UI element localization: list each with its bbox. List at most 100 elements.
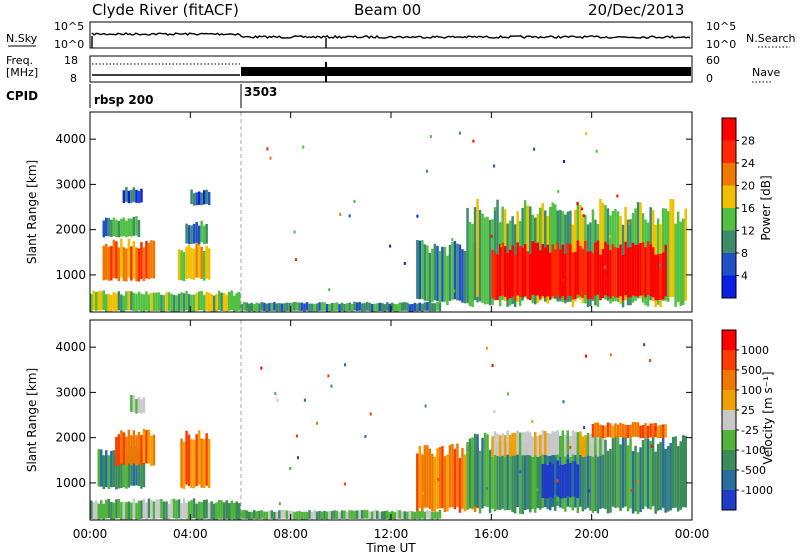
- heatmap-cell: [345, 511, 349, 520]
- heatmap-cell: [428, 448, 432, 509]
- heatmap-cell: [145, 430, 148, 464]
- heatmap-cell: [656, 443, 660, 511]
- heatmap-cell: [456, 443, 459, 507]
- heatmap-cell: [275, 511, 279, 520]
- heatmap-cell: [200, 502, 203, 520]
- heatmap-cell: [574, 431, 577, 456]
- heatmap-cell: [428, 303, 432, 312]
- heatmap-cell: [453, 240, 457, 300]
- heatmap-cell: [135, 503, 138, 520]
- heatmap-cell: [581, 436, 585, 458]
- heatmap-cell: [370, 303, 374, 312]
- heatmap-cell: [315, 303, 319, 312]
- nsky-tick-top: 10^5: [54, 20, 84, 33]
- heatmap-cell: [197, 225, 201, 245]
- heatmap-cell: [585, 132, 588, 136]
- heatmap-cell: [142, 498, 146, 519]
- heatmap-cell: [554, 431, 557, 456]
- heatmap-cell: [461, 249, 464, 303]
- heatmap-cell: [192, 193, 196, 206]
- heatmap-cell: [531, 439, 534, 510]
- heatmap-cell: [671, 199, 675, 298]
- heatmap-cell: [135, 399, 138, 414]
- heatmap-cell: [335, 510, 339, 519]
- heatmap-cell: [290, 511, 294, 520]
- heatmap-cell: [192, 248, 196, 280]
- colorbar-swatch: [722, 390, 736, 410]
- heatmap-cell: [559, 249, 562, 299]
- heatmap-cell: [266, 147, 269, 151]
- heatmap-cell: [621, 423, 625, 438]
- heatmap-cell: [235, 292, 238, 311]
- heatmap-cell: [207, 439, 211, 488]
- heatmap-cell: [125, 454, 128, 489]
- heatmap-cell: [296, 434, 298, 438]
- heatmap-cell: [411, 511, 414, 520]
- heatmap-cell: [601, 425, 605, 439]
- heatmap-cell: [180, 250, 183, 281]
- heatmap-cell: [458, 458, 462, 513]
- heatmap-cell: [122, 502, 126, 520]
- heatmap-cell: [135, 293, 138, 312]
- heatmap-cell: [268, 303, 271, 312]
- heatmap-cell: [343, 510, 346, 519]
- x-axis-label: Time UT: [365, 541, 416, 554]
- heatmap-cell: [185, 246, 188, 279]
- heatmap-cell: [92, 290, 95, 311]
- heatmap-cell: [551, 464, 554, 499]
- heatmap-cell: [122, 190, 126, 203]
- heatmap-cell: [641, 425, 645, 438]
- heatmap-cell: [278, 510, 281, 519]
- heatmap-cell: [422, 492, 425, 495]
- heatmap-cell: [376, 510, 379, 519]
- heatmap-cell: [253, 304, 256, 312]
- heatmap-cell: [243, 301, 246, 311]
- heatmap-cell: [636, 452, 640, 515]
- velocity-colorbar: 1000 500 100 25 -25 -100 -500 -1000: [721, 329, 773, 511]
- heatmap-cell: [418, 240, 422, 300]
- heatmap-cell: [614, 247, 617, 298]
- heatmap-cell: [493, 445, 497, 512]
- heatmap-cell: [601, 430, 605, 455]
- heatmap-cell: [327, 374, 330, 378]
- heatmap-cell: [365, 510, 369, 519]
- heatmap-cell: [217, 290, 221, 311]
- heatmap-cell: [609, 423, 612, 438]
- heatmap-cell: [426, 302, 429, 311]
- heatmap-cell: [604, 425, 607, 439]
- heatmap-cell: [115, 499, 118, 519]
- heatmap-cell: [225, 294, 228, 312]
- heatmap-cell: [676, 211, 680, 302]
- heatmap-cell: [609, 448, 612, 513]
- station-title: Clyde River (fitACF): [92, 1, 239, 19]
- heatmap-cell: [150, 499, 153, 519]
- heatmap-cell: [496, 441, 499, 510]
- heatmap-cell: [125, 291, 128, 311]
- heatmap-cell: [629, 424, 632, 438]
- heatmap-cell: [634, 445, 637, 512]
- heatmap-cell: [490, 234, 493, 238]
- heatmap-cell: [273, 511, 276, 520]
- heatmap-cell: [325, 511, 329, 520]
- heatmap-cell: [155, 499, 158, 519]
- power-colorbar-label: Power [dB]: [759, 175, 773, 240]
- heatmap-cell: [646, 425, 650, 439]
- heatmap-cell: [147, 294, 151, 312]
- heatmap-cell: [205, 245, 208, 279]
- y-tick-label: 4000: [55, 340, 86, 354]
- colorbar-tick-label: 25: [741, 404, 755, 417]
- heatmap-cell: [353, 510, 356, 519]
- heatmap-cell: [674, 436, 677, 508]
- heatmap-cell: [293, 511, 296, 520]
- heatmap-cell: [368, 302, 371, 311]
- heatmap-cell: [611, 425, 615, 439]
- heatmap-cell: [579, 431, 582, 455]
- heatmap-cell: [513, 450, 517, 514]
- heatmap-cell: [288, 302, 291, 311]
- power-panel: 1000 2000 3000 4000 Slant Range [km] 4 8 12 16…: [25, 111, 773, 313]
- velocity-colorbar-label: Velocity [m s⁻¹]: [761, 371, 775, 464]
- heatmap-cell: [636, 244, 640, 297]
- heatmap-cell: [576, 464, 580, 499]
- heatmap-cell: [120, 294, 123, 312]
- heatmap-cell: [192, 223, 196, 244]
